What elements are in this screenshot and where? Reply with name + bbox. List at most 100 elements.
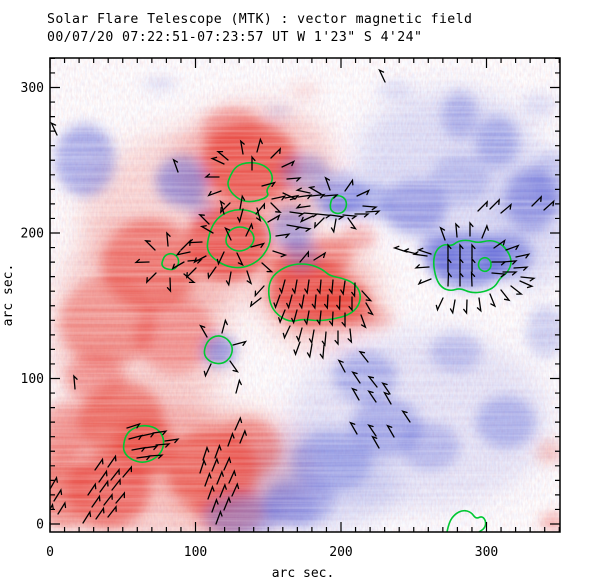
field-vector [392, 245, 408, 253]
field-vector [219, 483, 227, 498]
field-vector [144, 240, 156, 251]
field-vector [50, 475, 58, 490]
field-vector [236, 252, 244, 267]
field-vector [371, 435, 380, 449]
field-vector [291, 279, 298, 295]
field-vector [347, 328, 353, 344]
field-vector [491, 272, 507, 278]
field-vector [166, 277, 172, 293]
plot-title: Solar Flare Telescope (MTK) : vector mag… [47, 12, 472, 27]
field-vector [99, 479, 109, 493]
field-vector [500, 289, 511, 302]
field-contour [206, 208, 272, 269]
field-vector [459, 257, 464, 273]
field-vector [219, 199, 225, 215]
y-tick-label: 0 [36, 518, 44, 533]
field-vector [502, 271, 518, 276]
field-vector [50, 121, 58, 136]
field-vector [381, 382, 391, 395]
field-vector [351, 371, 361, 384]
field-vector [95, 506, 105, 520]
field-vector [447, 257, 452, 273]
field-vector [261, 181, 277, 187]
field-vector [297, 194, 313, 200]
field-vector [91, 494, 101, 508]
field-vector [261, 262, 274, 273]
field-vector [250, 242, 266, 248]
x-axis-tick-labels: 0 100 200 300 [46, 545, 498, 560]
field-vector [354, 213, 370, 218]
field-vector [270, 147, 281, 159]
field-vector [471, 243, 476, 259]
field-vector [273, 294, 281, 310]
field-strength-contours [122, 161, 512, 532]
field-vector [471, 257, 476, 273]
field-vector [367, 390, 377, 403]
plot-area [50, 58, 560, 532]
field-vector [513, 266, 529, 271]
field-vector [296, 327, 303, 343]
field-vector [358, 350, 369, 363]
field-vector [299, 250, 310, 263]
field-vector [351, 387, 360, 401]
field-contour [122, 424, 165, 463]
field-vector [199, 324, 208, 338]
field-vector [199, 458, 207, 474]
field-contour [225, 226, 255, 252]
field-vector [295, 187, 311, 194]
field-contour [267, 263, 362, 322]
field-vector [284, 194, 300, 200]
field-vector [221, 318, 228, 334]
field-contour [432, 239, 512, 294]
field-vector [216, 251, 225, 266]
x-tick-label: 300 [475, 545, 498, 560]
field-vector [439, 226, 446, 241]
field-vector [341, 312, 346, 328]
field-vector [272, 250, 288, 258]
field-vector [183, 273, 196, 284]
field-vector [251, 155, 256, 171]
field-vector [203, 363, 212, 378]
field-vector [107, 504, 117, 518]
field-vector [447, 271, 452, 287]
field-vector [481, 224, 489, 239]
field-vector [519, 280, 534, 289]
field-vector [417, 278, 432, 286]
field-vector [50, 502, 54, 511]
field-vector [378, 68, 386, 83]
field-vector [361, 290, 373, 302]
field-vector [171, 261, 185, 270]
field-contour [329, 194, 348, 215]
field-vector [328, 311, 334, 327]
field-vector [356, 189, 371, 197]
field-vector [416, 247, 432, 255]
field-vector [313, 251, 327, 261]
field-vector [323, 294, 329, 310]
field-vector [229, 360, 240, 373]
field-vector [316, 310, 322, 326]
axes-frame [49, 57, 561, 533]
field-vector [278, 309, 286, 324]
field-vector [199, 225, 214, 234]
transverse-field-vectors [50, 68, 555, 525]
field-vector [256, 137, 263, 153]
field-vector [328, 279, 334, 295]
field-vector [155, 443, 171, 448]
x-tick-label: 200 [329, 545, 352, 560]
field-vector [324, 176, 331, 191]
field-vector [306, 343, 313, 359]
field-vector [360, 314, 367, 329]
field-vector [53, 488, 63, 502]
field-vector [180, 239, 191, 251]
field-vector [336, 295, 341, 311]
field-vector [463, 299, 468, 315]
y-axis-tick-labels: 0 100 200 300 [21, 81, 44, 533]
scanline-streak-noise [50, 58, 560, 532]
field-vector [223, 496, 231, 511]
field-vector [115, 491, 126, 504]
field-vector [329, 214, 345, 220]
field-vector [502, 260, 518, 265]
field-vector [231, 482, 240, 497]
